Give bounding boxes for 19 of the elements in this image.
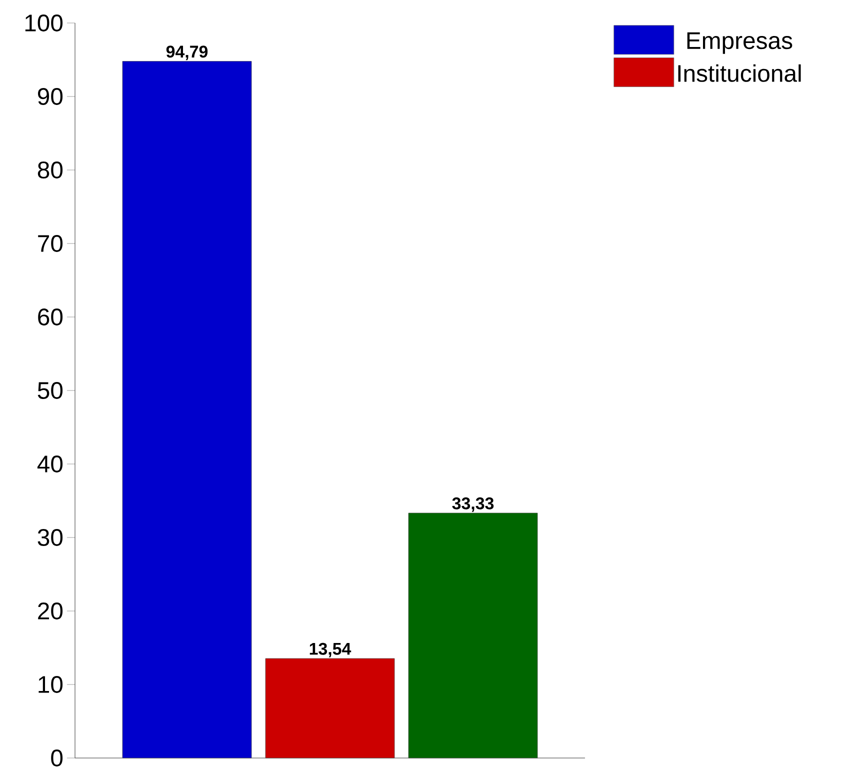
y-tick-label: 90: [38, 88, 63, 105]
data-label: 33,33: [452, 497, 494, 512]
bar: [122, 61, 252, 758]
y-tick-label: 30: [38, 529, 63, 546]
y-tick-label: 10: [38, 676, 63, 693]
legend-label: Institucional: [678, 64, 801, 82]
bar: [408, 512, 538, 758]
y-tick-label: 70: [38, 235, 63, 252]
y-tick-label: 50: [38, 382, 63, 399]
y-tick-label: 0: [51, 750, 63, 766]
bar: [265, 658, 395, 758]
y-tick-label: 60: [38, 308, 63, 326]
data-label: 13,54: [310, 642, 352, 658]
legend-label: Empresas: [687, 32, 792, 54]
y-tick-label: 80: [38, 162, 63, 178]
y-tick-label: 100: [25, 14, 63, 32]
y-tick-label: 20: [38, 602, 63, 620]
y-tick-label: 40: [37, 456, 63, 472]
data-label: 94,79: [166, 46, 208, 60]
